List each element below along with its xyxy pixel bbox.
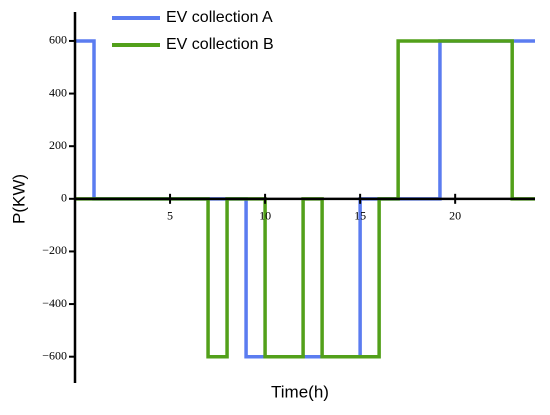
y-tick-label: 400 bbox=[49, 85, 67, 99]
y-tick-label: −200 bbox=[42, 243, 67, 257]
y-tick-label: −400 bbox=[42, 296, 67, 310]
x-tick-label: 20 bbox=[449, 209, 461, 223]
y-tick-label: 200 bbox=[49, 138, 67, 152]
x-tick-label: 10 bbox=[259, 209, 271, 223]
y-axis-label: P(KW) bbox=[9, 174, 28, 224]
y-tick-label: −600 bbox=[42, 348, 67, 362]
x-tick-label: 15 bbox=[354, 209, 366, 223]
y-tick-label: 0 bbox=[61, 191, 67, 205]
x-tick-label: 5 bbox=[167, 209, 173, 223]
legend-label: EV collection A bbox=[166, 9, 273, 26]
legend-label: EV collection B bbox=[166, 36, 274, 53]
y-tick-label: 600 bbox=[49, 33, 67, 47]
x-axis-label: Time(h) bbox=[271, 382, 329, 401]
